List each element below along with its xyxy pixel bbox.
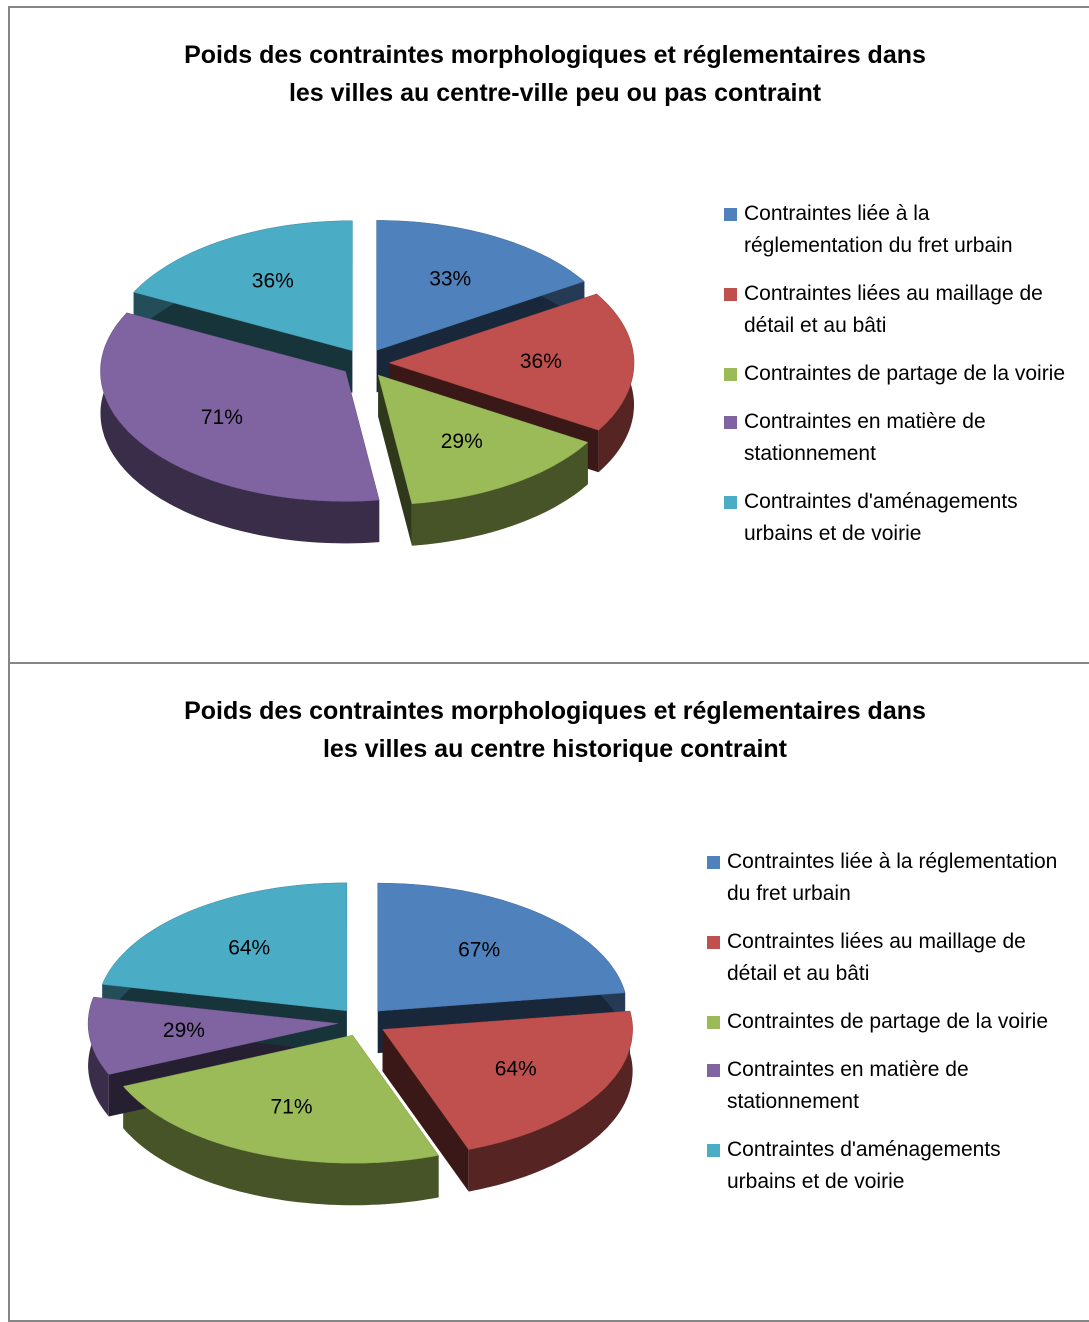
slice [377, 882, 626, 1012]
legend-item: Contraintes en matière de stationnement [722, 406, 1067, 470]
slice-tops [87, 882, 633, 1164]
data-label: 64% [228, 937, 270, 960]
legend-label: Contraintes d'aménagements urbains et de… [727, 1138, 1001, 1193]
data-label: 64% [495, 1058, 537, 1081]
chart-title: Poids des contraintes morphologiques et … [10, 692, 1089, 768]
legend-label: Contraintes d'aménagements urbains et de… [744, 490, 1018, 545]
legend-swatch [724, 288, 737, 301]
legend-swatch [707, 936, 720, 949]
legend-label: Contraintes de partage de la voirie [744, 362, 1066, 385]
slice-side [411, 442, 588, 546]
legend-item: Contraintes d'aménagements urbains et de… [722, 486, 1067, 550]
slice-side [100, 312, 380, 544]
chart-panel: 33% 36% 29% 71% 36% Poids des contraintes mor… [8, 6, 1089, 664]
legend-swatch [724, 416, 737, 429]
legend-swatch [724, 208, 737, 221]
legend-item: Contraintes liées au maillage de détail … [705, 926, 1075, 990]
slice [133, 220, 353, 352]
legend-item: Contraintes liées au maillage de détail … [722, 278, 1067, 342]
legend-label: Contraintes liée à la réglementation du … [727, 850, 1058, 905]
legend-label: Contraintes en matière de stationnement [727, 1058, 969, 1113]
legend-item: Contraintes de partage de la voirie [722, 358, 1067, 390]
slice-labels: 67% 64% 71% 29% 64% [163, 937, 537, 1119]
slice-labels: 33% 36% 29% 71% 36% [201, 267, 562, 452]
title-line: Poids des contraintes morphologiques et … [184, 41, 926, 69]
chart-panel: 67% 64% 71% 29% 64% Poids des contraintes mor… [8, 662, 1089, 1322]
data-label: 36% [252, 270, 294, 293]
slice-side [123, 1086, 439, 1206]
slice [87, 996, 339, 1075]
data-label: 33% [429, 267, 471, 290]
data-label: 67% [458, 939, 500, 962]
legend-item: Contraintes de partage de la voirie [705, 1006, 1075, 1038]
legend-label: Contraintes liées au maillage de détail … [744, 282, 1043, 337]
legend-swatch [707, 856, 720, 869]
data-label: 36% [520, 350, 562, 373]
slice [100, 312, 380, 502]
slice [377, 374, 589, 505]
slice-side [378, 375, 412, 546]
legend: Contraintes liée à la réglementation du … [722, 198, 1067, 566]
legend-swatch [707, 1144, 720, 1157]
legend-item: Contraintes liée à la réglementation du … [722, 198, 1067, 262]
slice [101, 882, 348, 1012]
slice [388, 293, 635, 431]
legend-swatch [707, 1016, 720, 1029]
chart-title: Poids des contraintes morphologiques et … [10, 36, 1089, 112]
pie-plot: 67% 64% 71% 29% 64% [87, 882, 633, 1206]
data-label: 71% [271, 1096, 313, 1119]
legend-label: Contraintes de partage de la voirie [727, 1010, 1049, 1033]
slice [376, 220, 585, 351]
legend-item: Contraintes d'aménagements urbains et de… [705, 1134, 1075, 1198]
data-label: 71% [201, 406, 243, 429]
slice-side [468, 1011, 633, 1192]
legend-label: Contraintes liée à la réglementation du … [744, 202, 1013, 257]
slice [122, 1034, 440, 1164]
title-line: Poids des contraintes morphologiques et … [184, 697, 926, 725]
legend: Contraintes liée à la réglementation du … [705, 846, 1075, 1214]
legend-swatch [724, 496, 737, 509]
data-label: 29% [163, 1019, 205, 1042]
slice-tops [100, 220, 635, 505]
legend-label: Contraintes en matière de stationnement [744, 410, 986, 465]
data-label: 29% [441, 430, 483, 453]
slice [382, 1010, 633, 1150]
legend-swatch [724, 368, 737, 381]
legend-label: Contraintes liées au maillage de détail … [727, 930, 1026, 985]
title-line: les villes au centre historique contrain… [322, 735, 788, 763]
legend-item: Contraintes liée à la réglementation du … [705, 846, 1075, 910]
pie-plot: 33% 36% 29% 71% 36% [100, 220, 635, 546]
legend-item: Contraintes en matière de stationnement [705, 1054, 1075, 1118]
title-line: les villes au centre-ville peu ou pas co… [288, 79, 822, 107]
slice-side [382, 1029, 469, 1192]
legend-swatch [707, 1064, 720, 1077]
